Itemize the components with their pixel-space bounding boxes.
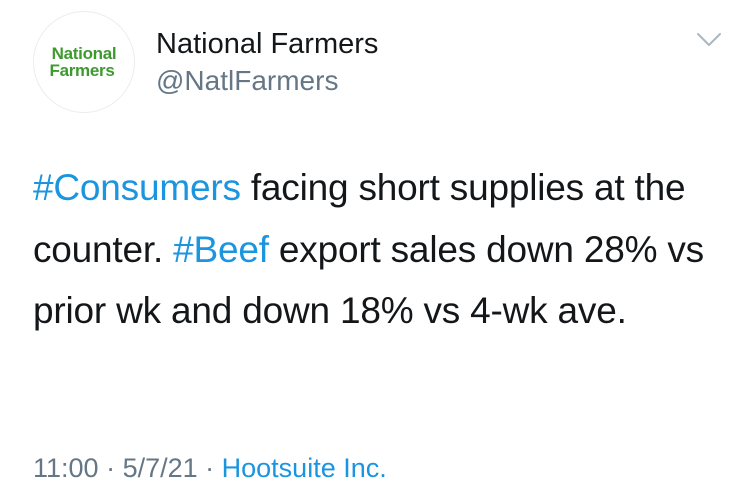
tweet-time[interactable]: 11:00	[33, 453, 99, 483]
hashtag-beef[interactable]: #Beef	[173, 228, 269, 270]
hashtag-consumers[interactable]: #Consumers	[33, 167, 241, 208]
tweet-source-link[interactable]: Hootsuite Inc.	[221, 453, 387, 483]
avatar-logo-line-2: Farmers	[49, 61, 115, 80]
meta-separator: ·	[98, 453, 123, 483]
author-handle[interactable]: @NatlFarmers	[156, 65, 339, 96]
tweet-text-segment-2: export sales down 28% vs prior wk and do…	[33, 228, 704, 332]
avatar[interactable]: National Farmers	[33, 11, 135, 113]
tweet-date[interactable]: 5/7/21	[122, 453, 198, 483]
tweet-meta: 11:00 · 5/7/21 · Hootsuite Inc.	[33, 453, 387, 484]
tweet-text-segment-1: facing short supplies at the counter.	[33, 167, 686, 270]
tweet-text: #Consumers facing short supplies at the …	[33, 157, 723, 342]
meta-separator: ·	[197, 453, 222, 483]
chevron-down-icon[interactable]	[696, 31, 722, 49]
avatar-logo-line-1: National	[51, 44, 117, 63]
author-display-name[interactable]: National Farmers	[156, 28, 379, 60]
